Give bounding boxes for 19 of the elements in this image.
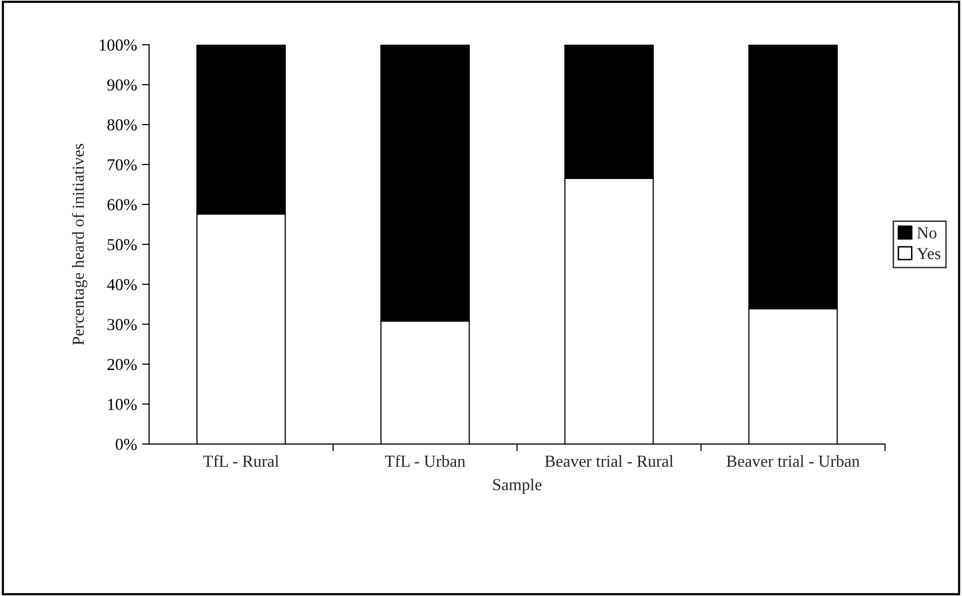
y-tick-label: 30% xyxy=(108,318,137,330)
y-tick-label: 10% xyxy=(108,398,137,410)
y-tick-label: 100% xyxy=(100,39,137,51)
x-tick-label: TfL - Rural xyxy=(203,454,279,467)
x-tick-label: Beaver trial - Rural xyxy=(544,455,674,467)
y-tick-label: 60% xyxy=(107,199,137,210)
y-tick-label: 40% xyxy=(107,278,137,290)
legend-label: No xyxy=(917,227,936,238)
legend-label: Yes xyxy=(916,248,940,260)
x-axis-title: Sample xyxy=(493,478,542,494)
y-tick-label: 0% xyxy=(116,438,137,450)
y-tick-label: 50% xyxy=(108,239,137,250)
x-tick-label: Beaver trial - Urban xyxy=(726,455,860,467)
y-axis-title: Percentage heard of initiatives xyxy=(72,144,88,345)
y-tick-label: 70% xyxy=(108,159,137,170)
x-tick-label: TfL - Urban xyxy=(384,454,466,467)
y-tick-label: 80% xyxy=(107,119,137,131)
y-tick-label: 20% xyxy=(107,358,137,370)
y-tick-label: 90% xyxy=(107,79,137,91)
